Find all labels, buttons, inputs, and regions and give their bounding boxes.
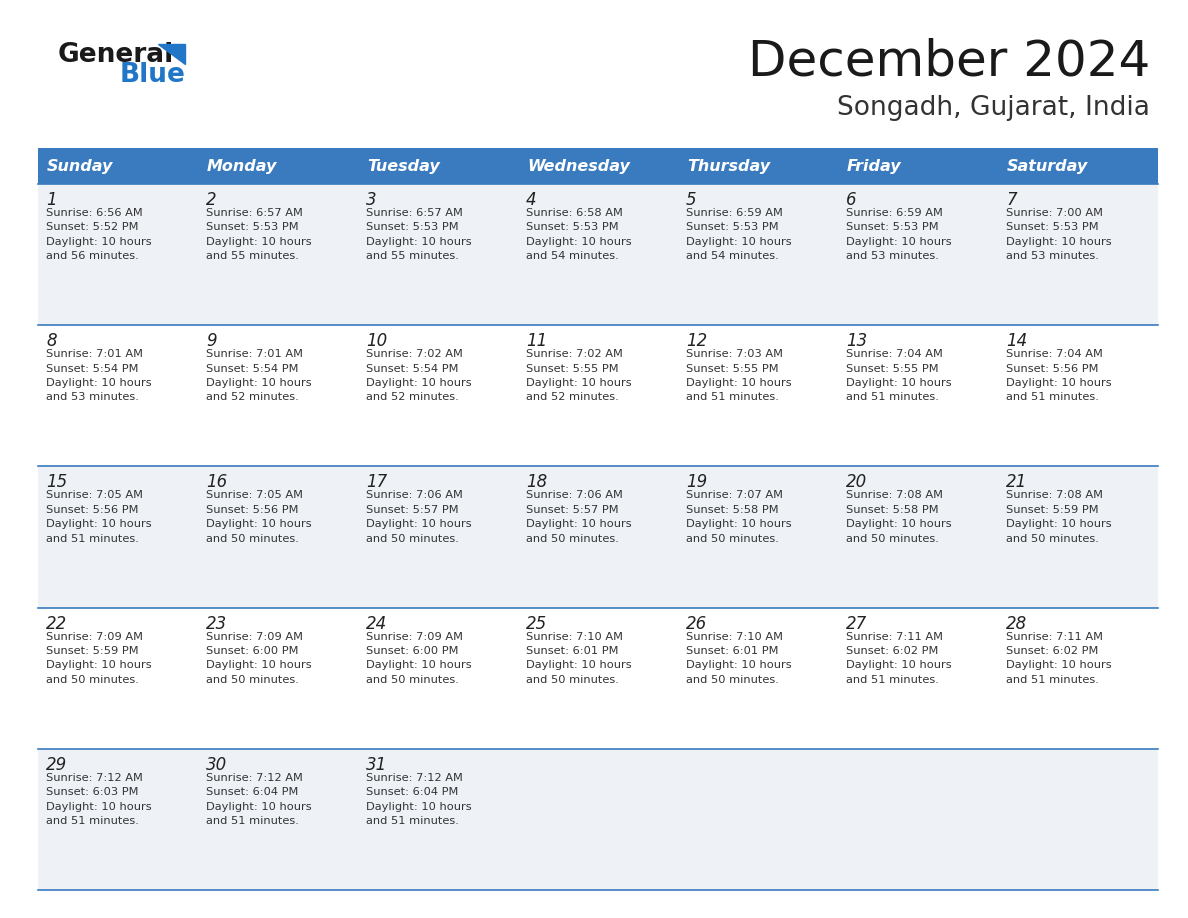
Text: Sunrise: 7:11 AM
Sunset: 6:02 PM
Daylight: 10 hours
and 51 minutes.: Sunrise: 7:11 AM Sunset: 6:02 PM Dayligh… — [846, 632, 952, 685]
Text: Wednesday: Wednesday — [527, 159, 630, 174]
Text: 28: 28 — [1006, 614, 1028, 633]
Bar — [998, 148, 1158, 184]
Text: 29: 29 — [46, 756, 68, 774]
Text: 10: 10 — [366, 332, 387, 350]
Text: 12: 12 — [685, 332, 707, 350]
Text: Sunrise: 7:02 AM
Sunset: 5:54 PM
Daylight: 10 hours
and 52 minutes.: Sunrise: 7:02 AM Sunset: 5:54 PM Dayligh… — [366, 349, 472, 402]
Text: 17: 17 — [366, 474, 387, 491]
Text: Sunrise: 7:03 AM
Sunset: 5:55 PM
Daylight: 10 hours
and 51 minutes.: Sunrise: 7:03 AM Sunset: 5:55 PM Dayligh… — [685, 349, 791, 402]
Text: Saturday: Saturday — [1007, 159, 1088, 174]
Text: Sunrise: 6:57 AM
Sunset: 5:53 PM
Daylight: 10 hours
and 55 minutes.: Sunrise: 6:57 AM Sunset: 5:53 PM Dayligh… — [366, 208, 472, 262]
Text: Thursday: Thursday — [687, 159, 770, 174]
Text: 7: 7 — [1006, 191, 1017, 209]
Text: Sunrise: 6:59 AM
Sunset: 5:53 PM
Daylight: 10 hours
and 54 minutes.: Sunrise: 6:59 AM Sunset: 5:53 PM Dayligh… — [685, 208, 791, 262]
Text: Sunrise: 7:09 AM
Sunset: 6:00 PM
Daylight: 10 hours
and 50 minutes.: Sunrise: 7:09 AM Sunset: 6:00 PM Dayligh… — [366, 632, 472, 685]
Text: 23: 23 — [206, 614, 227, 633]
Text: Sunrise: 6:58 AM
Sunset: 5:53 PM
Daylight: 10 hours
and 54 minutes.: Sunrise: 6:58 AM Sunset: 5:53 PM Dayligh… — [526, 208, 632, 262]
Polygon shape — [158, 44, 185, 64]
Text: December 2024: December 2024 — [747, 38, 1150, 86]
Text: Sunrise: 7:06 AM
Sunset: 5:57 PM
Daylight: 10 hours
and 50 minutes.: Sunrise: 7:06 AM Sunset: 5:57 PM Dayligh… — [526, 490, 632, 543]
Text: 16: 16 — [206, 474, 227, 491]
Text: General: General — [58, 42, 175, 68]
Text: 6: 6 — [846, 191, 857, 209]
Text: Monday: Monday — [207, 159, 277, 174]
Bar — [38, 325, 1158, 466]
Text: Sunrise: 7:10 AM
Sunset: 6:01 PM
Daylight: 10 hours
and 50 minutes.: Sunrise: 7:10 AM Sunset: 6:01 PM Dayligh… — [526, 632, 632, 685]
Bar — [518, 148, 678, 184]
Text: 1: 1 — [46, 191, 57, 209]
Text: Sunrise: 7:09 AM
Sunset: 6:00 PM
Daylight: 10 hours
and 50 minutes.: Sunrise: 7:09 AM Sunset: 6:00 PM Dayligh… — [206, 632, 311, 685]
Text: 24: 24 — [366, 614, 387, 633]
Text: 21: 21 — [1006, 474, 1028, 491]
Bar — [38, 466, 1158, 608]
Text: 22: 22 — [46, 614, 68, 633]
Text: Sunrise: 7:08 AM
Sunset: 5:58 PM
Daylight: 10 hours
and 50 minutes.: Sunrise: 7:08 AM Sunset: 5:58 PM Dayligh… — [846, 490, 952, 543]
Text: Sunrise: 7:00 AM
Sunset: 5:53 PM
Daylight: 10 hours
and 53 minutes.: Sunrise: 7:00 AM Sunset: 5:53 PM Dayligh… — [1006, 208, 1112, 262]
Text: Tuesday: Tuesday — [367, 159, 440, 174]
Text: Sunrise: 6:56 AM
Sunset: 5:52 PM
Daylight: 10 hours
and 56 minutes.: Sunrise: 6:56 AM Sunset: 5:52 PM Dayligh… — [46, 208, 152, 262]
Text: Songadh, Gujarat, India: Songadh, Gujarat, India — [838, 95, 1150, 121]
Text: Sunrise: 7:07 AM
Sunset: 5:58 PM
Daylight: 10 hours
and 50 minutes.: Sunrise: 7:07 AM Sunset: 5:58 PM Dayligh… — [685, 490, 791, 543]
Text: Sunrise: 7:05 AM
Sunset: 5:56 PM
Daylight: 10 hours
and 51 minutes.: Sunrise: 7:05 AM Sunset: 5:56 PM Dayligh… — [46, 490, 152, 543]
Text: 19: 19 — [685, 474, 707, 491]
Text: Sunrise: 7:01 AM
Sunset: 5:54 PM
Daylight: 10 hours
and 52 minutes.: Sunrise: 7:01 AM Sunset: 5:54 PM Dayligh… — [206, 349, 311, 402]
Text: 8: 8 — [46, 332, 57, 350]
Text: Sunrise: 7:12 AM
Sunset: 6:04 PM
Daylight: 10 hours
and 51 minutes.: Sunrise: 7:12 AM Sunset: 6:04 PM Dayligh… — [366, 773, 472, 826]
Bar — [38, 184, 1158, 325]
Bar — [38, 148, 198, 184]
Text: Sunday: Sunday — [48, 159, 113, 174]
Text: 14: 14 — [1006, 332, 1028, 350]
Text: Sunrise: 7:06 AM
Sunset: 5:57 PM
Daylight: 10 hours
and 50 minutes.: Sunrise: 7:06 AM Sunset: 5:57 PM Dayligh… — [366, 490, 472, 543]
Text: 18: 18 — [526, 474, 548, 491]
Text: 26: 26 — [685, 614, 707, 633]
Bar — [678, 148, 838, 184]
Text: Friday: Friday — [847, 159, 902, 174]
Text: Sunrise: 7:12 AM
Sunset: 6:03 PM
Daylight: 10 hours
and 51 minutes.: Sunrise: 7:12 AM Sunset: 6:03 PM Dayligh… — [46, 773, 152, 826]
Text: 4: 4 — [526, 191, 537, 209]
Text: 11: 11 — [526, 332, 548, 350]
Text: 27: 27 — [846, 614, 867, 633]
Text: 30: 30 — [206, 756, 227, 774]
Bar — [838, 148, 998, 184]
Text: 31: 31 — [366, 756, 387, 774]
Text: 5: 5 — [685, 191, 696, 209]
Text: Sunrise: 7:12 AM
Sunset: 6:04 PM
Daylight: 10 hours
and 51 minutes.: Sunrise: 7:12 AM Sunset: 6:04 PM Dayligh… — [206, 773, 311, 826]
Text: Sunrise: 6:57 AM
Sunset: 5:53 PM
Daylight: 10 hours
and 55 minutes.: Sunrise: 6:57 AM Sunset: 5:53 PM Dayligh… — [206, 208, 311, 262]
Text: Sunrise: 7:01 AM
Sunset: 5:54 PM
Daylight: 10 hours
and 53 minutes.: Sunrise: 7:01 AM Sunset: 5:54 PM Dayligh… — [46, 349, 152, 402]
Text: Sunrise: 7:11 AM
Sunset: 6:02 PM
Daylight: 10 hours
and 51 minutes.: Sunrise: 7:11 AM Sunset: 6:02 PM Dayligh… — [1006, 632, 1112, 685]
Text: 2: 2 — [206, 191, 216, 209]
Text: Sunrise: 7:05 AM
Sunset: 5:56 PM
Daylight: 10 hours
and 50 minutes.: Sunrise: 7:05 AM Sunset: 5:56 PM Dayligh… — [206, 490, 311, 543]
Text: Blue: Blue — [120, 62, 185, 88]
Bar — [38, 608, 1158, 749]
Text: Sunrise: 7:02 AM
Sunset: 5:55 PM
Daylight: 10 hours
and 52 minutes.: Sunrise: 7:02 AM Sunset: 5:55 PM Dayligh… — [526, 349, 632, 402]
Text: Sunrise: 7:04 AM
Sunset: 5:55 PM
Daylight: 10 hours
and 51 minutes.: Sunrise: 7:04 AM Sunset: 5:55 PM Dayligh… — [846, 349, 952, 402]
Text: Sunrise: 7:08 AM
Sunset: 5:59 PM
Daylight: 10 hours
and 50 minutes.: Sunrise: 7:08 AM Sunset: 5:59 PM Dayligh… — [1006, 490, 1112, 543]
Text: Sunrise: 7:04 AM
Sunset: 5:56 PM
Daylight: 10 hours
and 51 minutes.: Sunrise: 7:04 AM Sunset: 5:56 PM Dayligh… — [1006, 349, 1112, 402]
Text: 15: 15 — [46, 474, 68, 491]
Text: Sunrise: 7:10 AM
Sunset: 6:01 PM
Daylight: 10 hours
and 50 minutes.: Sunrise: 7:10 AM Sunset: 6:01 PM Dayligh… — [685, 632, 791, 685]
Text: 20: 20 — [846, 474, 867, 491]
Text: 9: 9 — [206, 332, 216, 350]
Text: 3: 3 — [366, 191, 377, 209]
Bar — [358, 148, 518, 184]
Text: Sunrise: 7:09 AM
Sunset: 5:59 PM
Daylight: 10 hours
and 50 minutes.: Sunrise: 7:09 AM Sunset: 5:59 PM Dayligh… — [46, 632, 152, 685]
Text: Sunrise: 6:59 AM
Sunset: 5:53 PM
Daylight: 10 hours
and 53 minutes.: Sunrise: 6:59 AM Sunset: 5:53 PM Dayligh… — [846, 208, 952, 262]
Bar — [38, 749, 1158, 890]
Text: 13: 13 — [846, 332, 867, 350]
Bar — [198, 148, 358, 184]
Text: 25: 25 — [526, 614, 548, 633]
